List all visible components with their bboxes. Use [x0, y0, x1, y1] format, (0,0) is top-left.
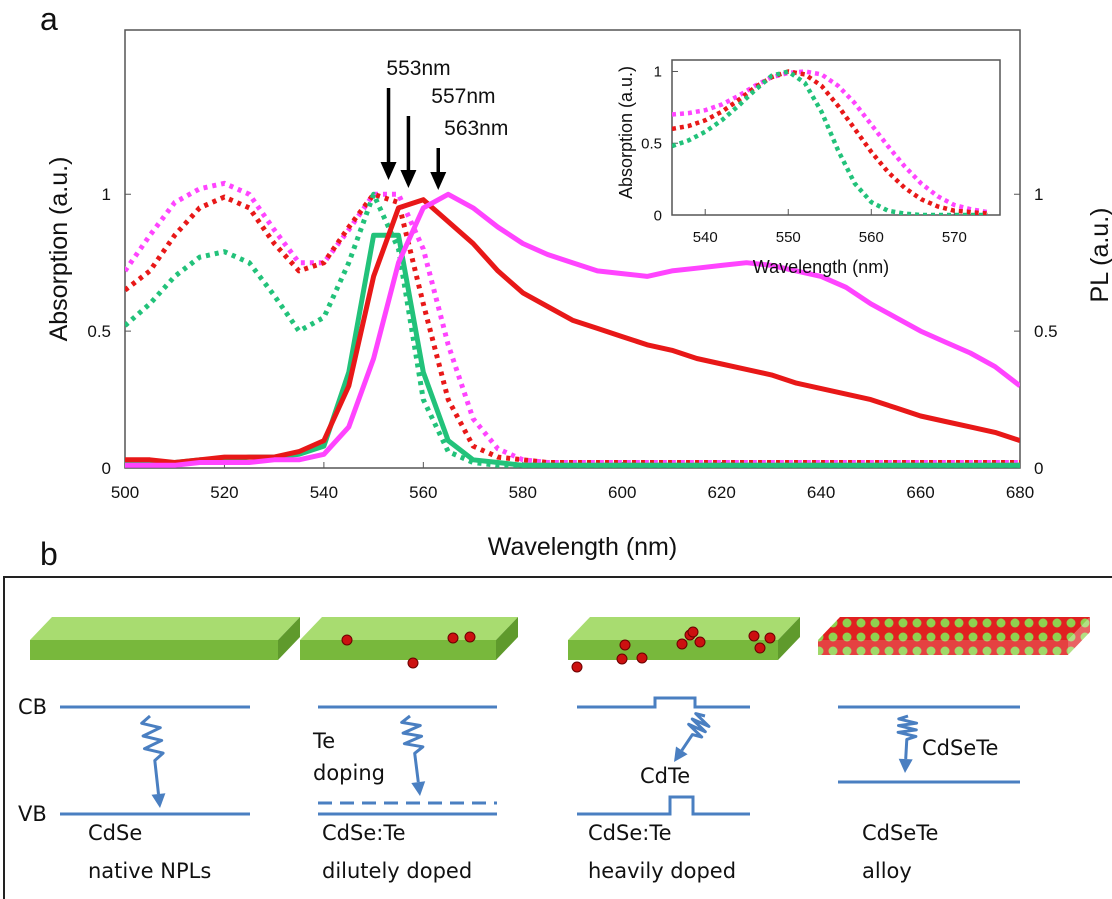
note: CdTe [640, 764, 690, 788]
y-tick-label: 0.5 [641, 135, 662, 152]
x-tick-label: 660 [906, 483, 934, 502]
x-tick-label: 560 [409, 483, 437, 502]
x-tick-label: 680 [1006, 483, 1034, 502]
x-axis-label: Wavelength (nm) [753, 257, 889, 277]
transition-arrows [142, 714, 917, 808]
caption: CdSeTe [862, 821, 938, 845]
note: CdSeTe [922, 736, 998, 760]
y2-tick-label: 0 [1034, 459, 1043, 478]
y-tick-label: 1 [654, 64, 662, 81]
arrow-head [152, 793, 166, 808]
figure: a b 50052054056058060062064066068000.510… [0, 0, 1112, 899]
y2-axis-label: PL (a.u.) [1086, 208, 1112, 303]
arrow-head [411, 781, 425, 796]
y-axis-label: Absorption (a.u.) [45, 157, 73, 342]
x-tick-label: 550 [776, 229, 801, 246]
plate [30, 617, 300, 660]
y-tick-label: 0 [654, 207, 662, 224]
x-tick-label: 640 [807, 483, 835, 502]
cb-label: CB [18, 695, 47, 719]
panel-b-labels: CB VB Te doping CdTe CdSeTe CdSe native … [18, 695, 998, 883]
x-axis-label: Wavelength (nm) [488, 533, 677, 561]
x-tick-label: 580 [509, 483, 537, 502]
plot-frame [672, 60, 1000, 215]
x-tick-label: 520 [210, 483, 238, 502]
caption: dilutely doped [322, 859, 472, 883]
y2-tick-label: 1 [1034, 185, 1043, 204]
caption: alloy [862, 859, 912, 883]
page: a b 50052054056058060062064066068000.510… [0, 0, 1112, 899]
wavy-arrow [898, 716, 917, 759]
x-tick-label: 560 [859, 229, 884, 246]
plates [30, 617, 1090, 672]
annotation: 557nm [431, 85, 495, 108]
x-tick-label: 570 [942, 229, 967, 246]
wavy-arrow [142, 716, 163, 794]
arrow-head [899, 759, 913, 773]
caption: CdSe:Te [322, 821, 406, 845]
caption: heavily doped [588, 859, 736, 883]
band-diagrams [60, 698, 1020, 814]
y-axis-label: Absorption (a.u.) [616, 66, 636, 199]
x-tick-label: 620 [707, 483, 735, 502]
plate [818, 617, 1090, 655]
x-tick-label: 600 [608, 483, 636, 502]
wavy-arrow [682, 714, 709, 751]
x-tick-label: 500 [111, 483, 139, 502]
caption: native NPLs [88, 859, 211, 883]
plate [568, 617, 800, 672]
y2-tick-label: 0.5 [1034, 322, 1058, 341]
y-tick-label: 0 [102, 459, 111, 478]
y-tick-label: 0.5 [87, 322, 111, 341]
wavy-arrow [402, 716, 423, 782]
panel-label: b [40, 536, 58, 572]
y-tick-label: 1 [102, 185, 111, 204]
panel-label: a [40, 1, 58, 37]
annotation: 563nm [444, 117, 508, 140]
caption: CdSe [88, 821, 142, 845]
plate [300, 617, 518, 668]
x-tick-label: 540 [693, 229, 718, 246]
note: Te [312, 729, 335, 753]
arrow-head [674, 747, 688, 763]
annotation: 553nm [386, 57, 450, 80]
caption: CdSe:Te [588, 821, 672, 845]
x-tick-label: 540 [310, 483, 338, 502]
note: doping [313, 761, 385, 785]
vb-label: VB [18, 802, 47, 826]
